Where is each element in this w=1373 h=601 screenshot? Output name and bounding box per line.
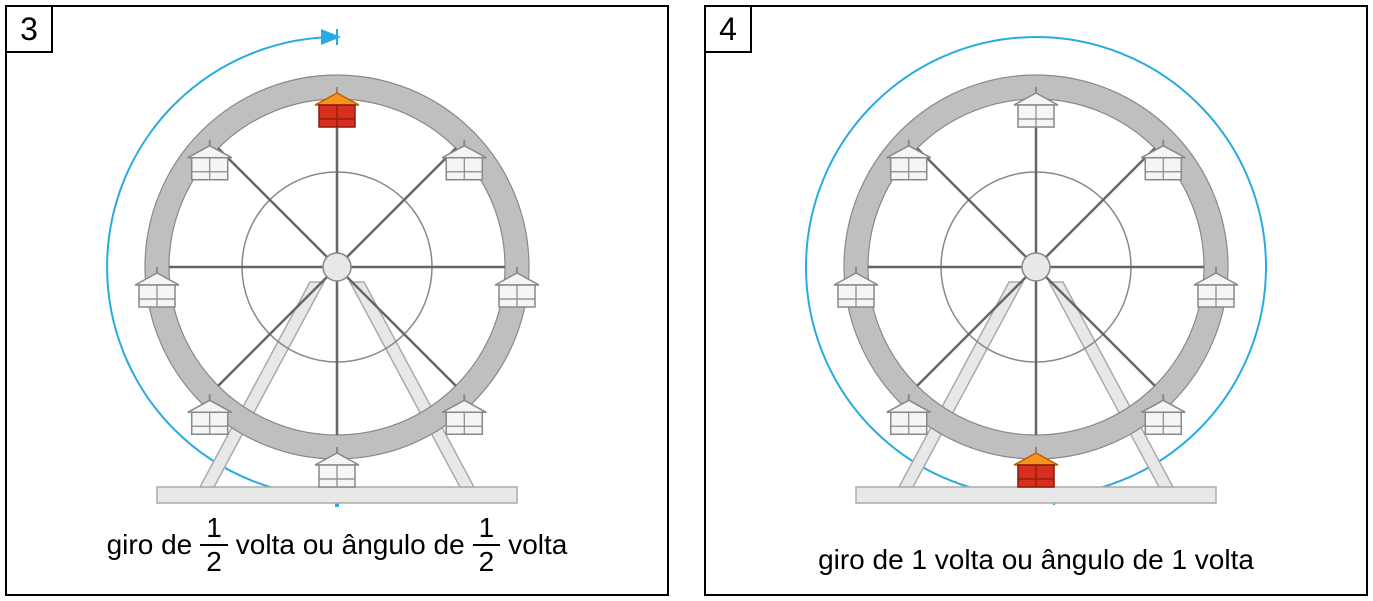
caption-text: giro de xyxy=(107,529,193,561)
panel-number-3: 3 xyxy=(5,5,53,53)
caption-3: giro de 12 volta ou ângulo de 12 volta xyxy=(7,514,667,576)
panel-number-4: 4 xyxy=(704,5,752,53)
caption-text: giro de 1 volta ou ângulo de 1 volta xyxy=(818,544,1254,576)
panel-4: 4 giro de 1 volta ou ângulo de 1 volta xyxy=(704,5,1368,596)
wheel-3 xyxy=(87,47,587,547)
wheel-4 xyxy=(786,47,1286,547)
caption-4: giro de 1 volta ou ângulo de 1 volta xyxy=(706,544,1366,576)
panel-3: 3 giro de 12 volta ou ângulo de 12 volta xyxy=(5,5,669,596)
fraction: 12 xyxy=(200,514,228,576)
caption-text: volta xyxy=(508,529,567,561)
caption-text: volta ou ângulo de xyxy=(236,529,465,561)
fraction: 12 xyxy=(473,514,501,576)
